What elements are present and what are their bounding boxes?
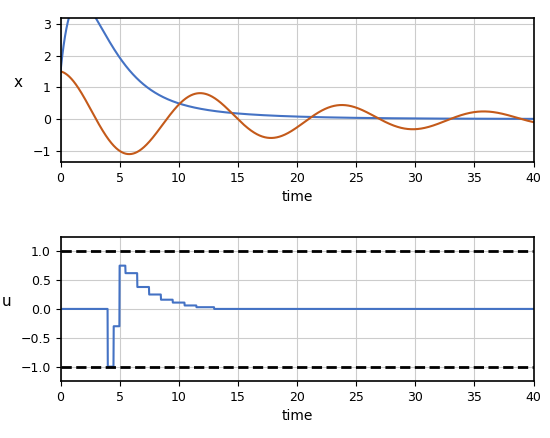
Y-axis label: x: x bbox=[14, 74, 23, 90]
X-axis label: time: time bbox=[281, 410, 313, 424]
Y-axis label: u: u bbox=[2, 294, 11, 309]
X-axis label: time: time bbox=[281, 190, 313, 204]
